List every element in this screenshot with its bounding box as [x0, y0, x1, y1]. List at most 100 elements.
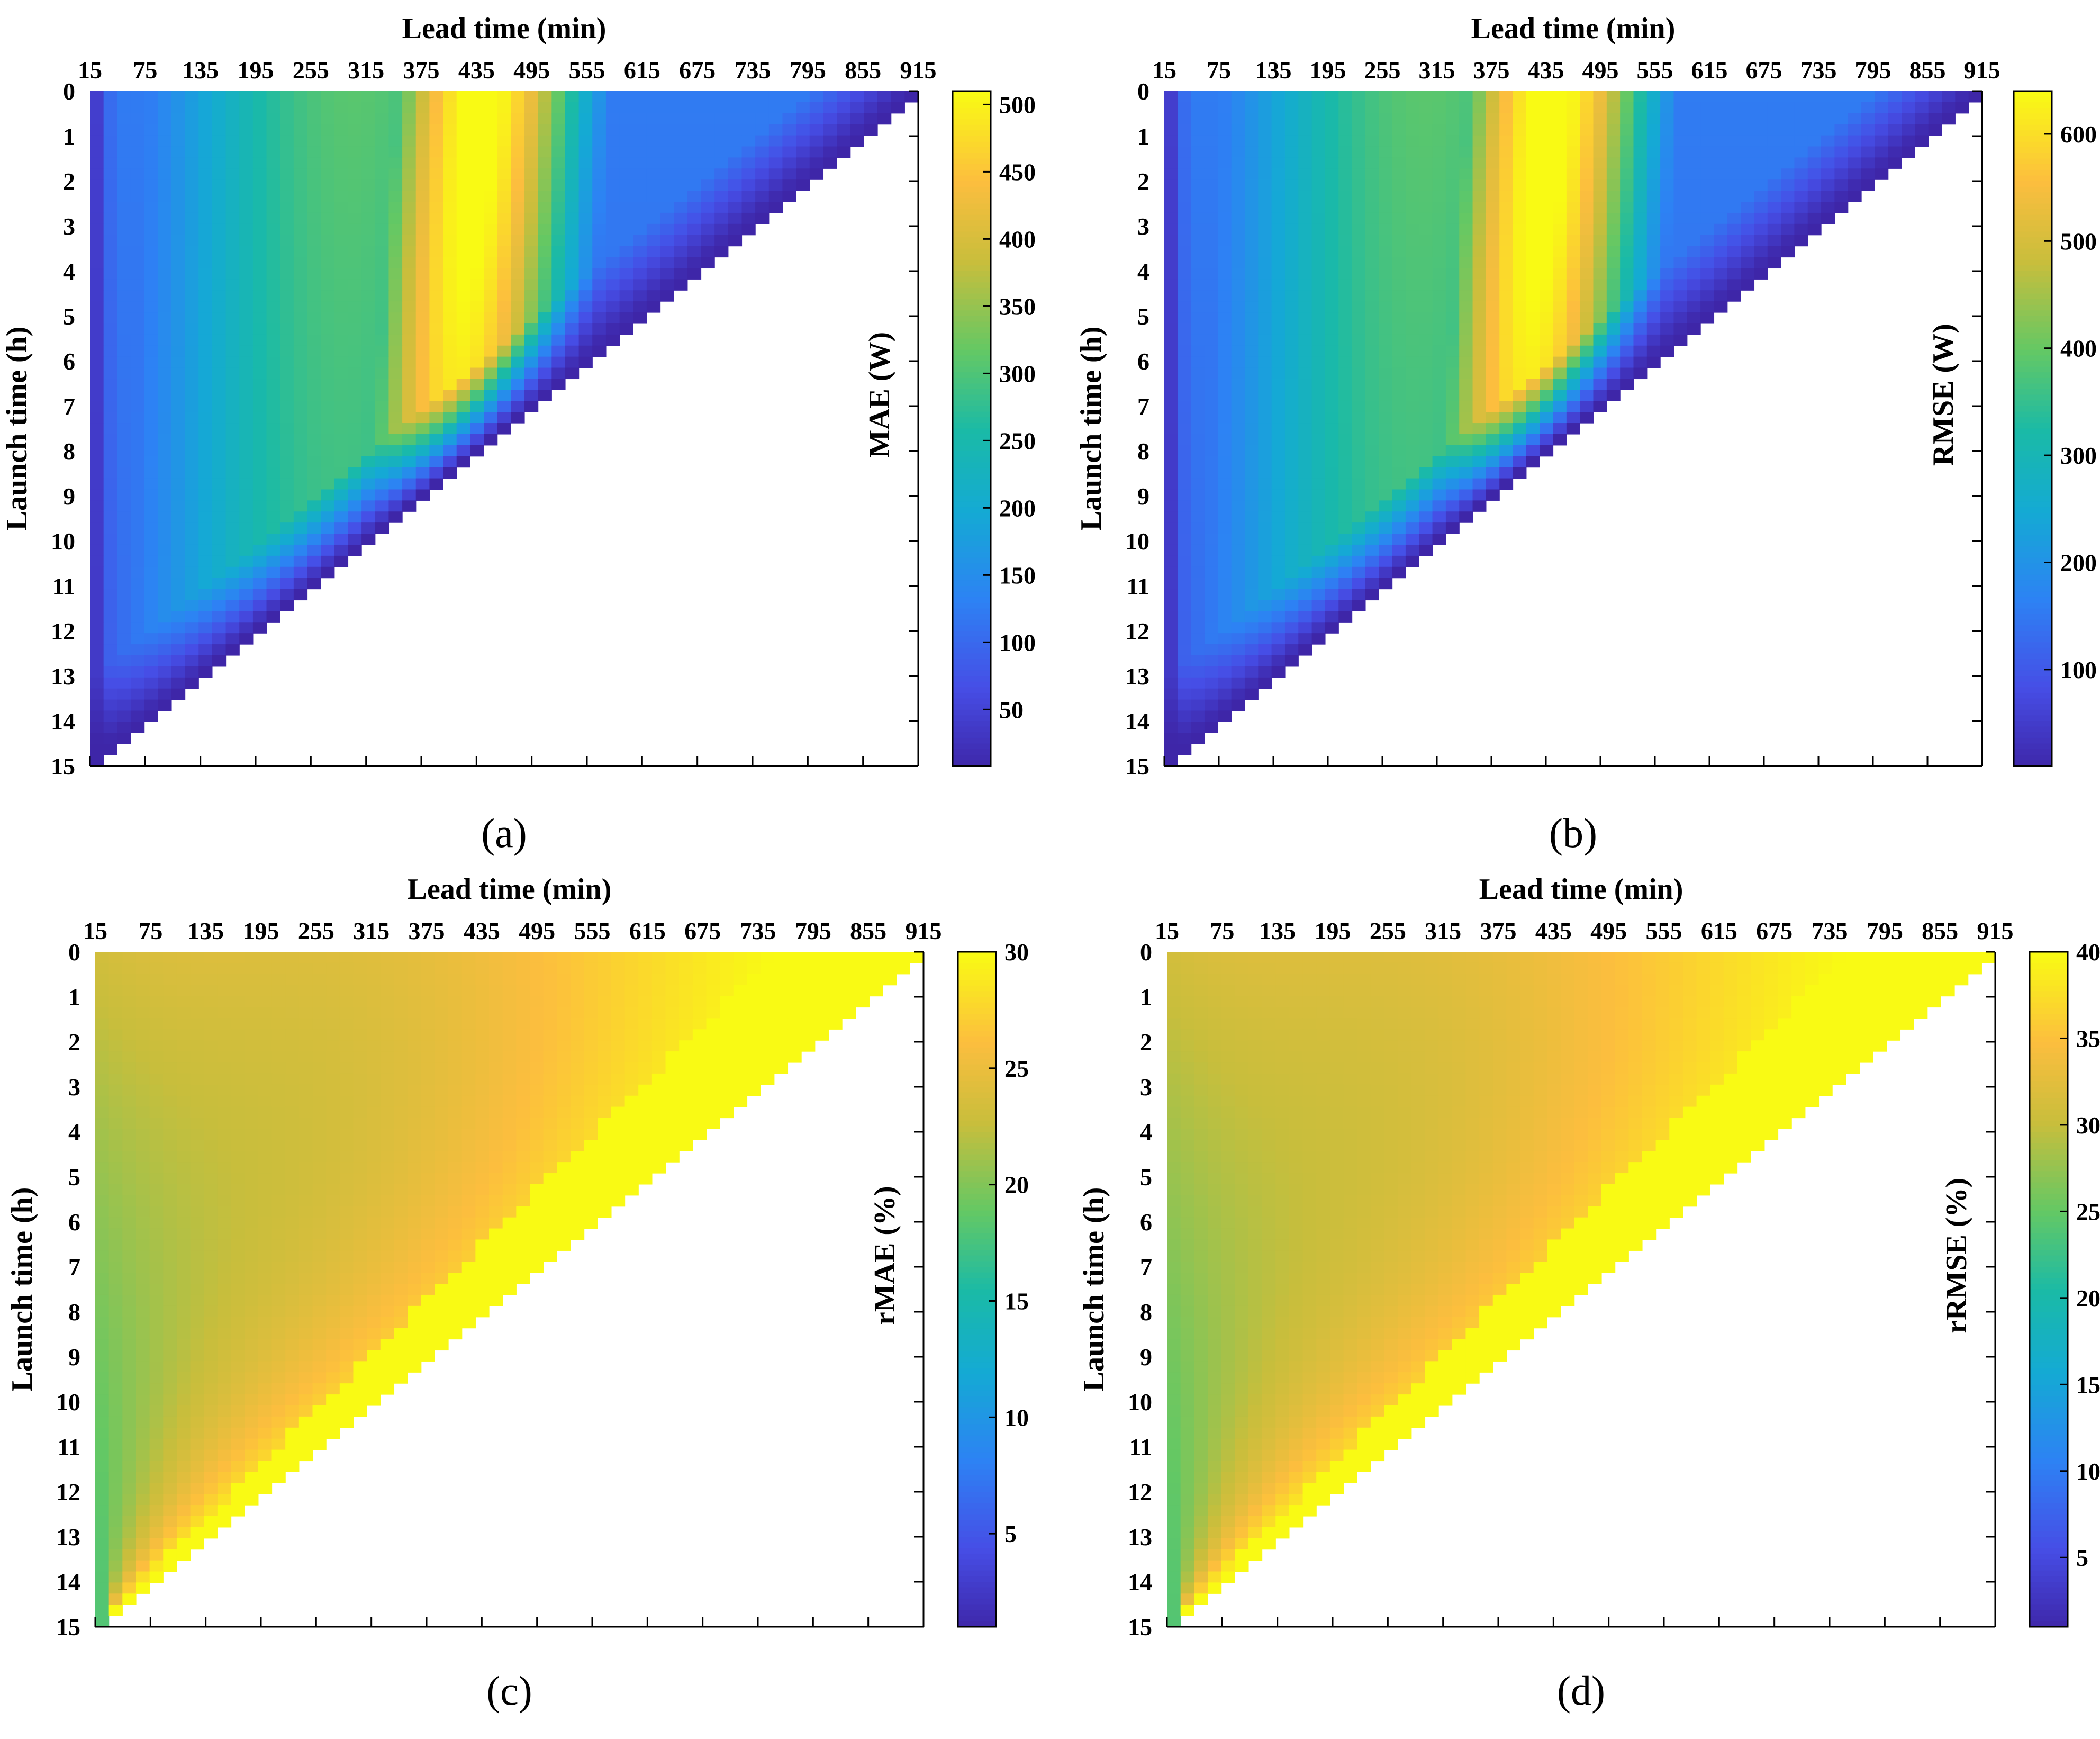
colorbar-segment	[2014, 417, 2052, 424]
heatmap-cell	[1419, 246, 1433, 258]
heatmap-cell	[307, 412, 321, 424]
heatmap-cell	[551, 91, 566, 103]
heatmap-cell	[252, 555, 267, 567]
heatmap-cell	[551, 191, 566, 202]
heatmap-cell	[1888, 135, 1902, 147]
heatmap-cell	[1472, 223, 1487, 236]
heatmap-cell	[380, 1029, 395, 1041]
heatmap-cell	[198, 644, 213, 656]
heatmap-cell	[1459, 191, 1473, 202]
heatmap-cell	[217, 962, 232, 975]
heatmap-cell	[245, 1007, 259, 1019]
heatmap-cell	[1338, 367, 1353, 380]
heatmap-cell	[353, 1007, 367, 1019]
heatmap-cell	[388, 168, 403, 180]
heatmap-cell	[266, 257, 280, 269]
heatmap-cell	[171, 390, 186, 401]
heatmap-cell	[1472, 113, 1487, 125]
heatmap-cell	[1767, 168, 1781, 180]
heatmap-cell	[497, 223, 511, 236]
heatmap-cell	[1365, 423, 1379, 435]
heatmap-cell	[90, 179, 104, 191]
heatmap-cell	[619, 257, 633, 269]
heatmap-cell	[651, 1095, 666, 1107]
heatmap-cell	[516, 1018, 530, 1030]
heatmap-cell	[1673, 257, 1688, 269]
heatmap-cell	[660, 102, 674, 114]
heatmap-cell	[1405, 124, 1419, 136]
heatmap-cell	[1405, 412, 1419, 424]
colorbar-segment	[2014, 608, 2052, 615]
heatmap-cell	[1459, 478, 1473, 490]
heatmap-cell	[551, 235, 566, 247]
heatmap-cell	[747, 985, 761, 997]
heatmap-cell	[1445, 522, 1460, 534]
heatmap-cell	[1231, 257, 1245, 269]
heatmap-cell	[1164, 268, 1178, 280]
heatmap-cell	[529, 1018, 544, 1030]
heatmap-cell	[1164, 500, 1178, 512]
heatmap-cell	[1379, 191, 1393, 202]
heatmap-cell	[741, 113, 756, 125]
heatmap-cell	[1325, 124, 1339, 136]
heatmap-cell	[1298, 390, 1312, 401]
heatmap-cell	[814, 1007, 829, 1019]
heatmap-cell	[733, 962, 748, 975]
heatmap-cell	[1244, 401, 1259, 412]
heatmap-cell	[1419, 345, 1433, 357]
heatmap-cell	[280, 566, 294, 579]
heatmap-cell	[1834, 179, 1849, 191]
heatmap-cell	[1472, 434, 1487, 446]
heatmap-cell	[176, 996, 191, 1008]
heatmap-cell	[1379, 434, 1393, 446]
heatmap-cell	[334, 534, 349, 545]
heatmap-cell	[225, 578, 240, 590]
heatmap-cell	[538, 191, 552, 202]
heatmap-cell	[1164, 157, 1178, 169]
heatmap-cell	[1244, 246, 1259, 258]
heatmap-cell	[130, 323, 145, 335]
heatmap-cell	[1687, 91, 1701, 103]
heatmap-cell	[158, 157, 172, 169]
heatmap-cell	[1392, 489, 1406, 501]
heatmap-cell	[551, 124, 566, 136]
heatmap-cell	[1526, 113, 1540, 125]
heatmap-cell	[1365, 489, 1379, 501]
heatmap-cell	[1311, 578, 1326, 590]
colorbar-segment	[953, 400, 991, 407]
colorbar-segment	[2014, 310, 2052, 317]
heatmap-cell	[1271, 356, 1286, 368]
heatmap-cell	[1566, 212, 1580, 224]
colorbar-segment	[2014, 507, 2052, 513]
heatmap-cell	[90, 113, 104, 125]
heatmap-cell	[651, 1007, 666, 1019]
heatmap-cell	[1392, 345, 1406, 357]
heatmap-cell	[293, 168, 308, 180]
heatmap-cell	[285, 952, 300, 963]
heatmap-cell	[90, 489, 104, 501]
heatmap-cell	[144, 223, 158, 236]
heatmap-cell	[225, 135, 240, 147]
heatmap-cell	[239, 445, 254, 457]
heatmap-cell	[1284, 423, 1299, 435]
heatmap-cell	[421, 1040, 435, 1052]
heatmap-cell	[774, 974, 789, 986]
heatmap-cell	[768, 191, 783, 202]
heatmap-cell	[1540, 268, 1554, 280]
heatmap-cell	[1499, 202, 1514, 213]
heatmap-cell	[733, 1029, 748, 1041]
heatmap-cell	[361, 467, 376, 479]
heatmap-cell	[1767, 135, 1781, 147]
heatmap-cell	[367, 1106, 381, 1119]
heatmap-cell	[842, 1007, 856, 1019]
heatmap-cell	[1298, 401, 1312, 412]
heatmap-cell	[1298, 478, 1312, 490]
heatmap-cell	[470, 345, 484, 357]
heatmap-cell	[176, 1051, 191, 1063]
heatmap-cell	[1405, 301, 1419, 313]
heatmap-cell	[239, 102, 254, 114]
heatmap-cell	[1311, 157, 1326, 169]
heatmap-cell	[380, 985, 395, 997]
colorbar-segment	[2014, 389, 2052, 395]
heatmap-cell	[1727, 235, 1741, 247]
